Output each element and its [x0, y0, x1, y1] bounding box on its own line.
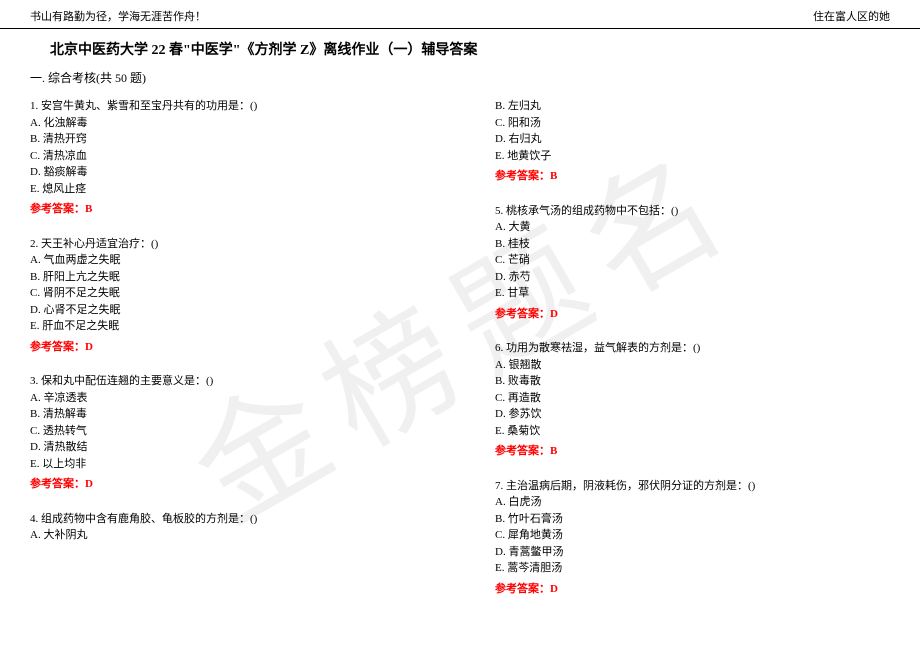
answer-text: 参考答案：D [30, 339, 425, 356]
question-text: 7. 主治温病后期，阴液耗伤，邪伏阴分证的方剂是：() [495, 478, 890, 495]
question-block: 4. 组成药物中含有鹿角胶、龟板胶的方剂是：()A. 大补阴丸 [30, 511, 425, 544]
option-text: E. 熄风止痉 [30, 181, 425, 198]
option-text: A. 银翘散 [495, 357, 890, 374]
question-block: 2. 天王补心丹适宜治疗：()A. 气血两虚之失眠B. 肝阳上亢之失眠C. 肾阴… [30, 236, 425, 356]
page-header: 书山有路勤为径，学海无涯苦作舟！ 住在富人区的她 [0, 0, 920, 29]
option-text: C. 芒硝 [495, 252, 890, 269]
option-text: A. 化浊解毒 [30, 115, 425, 132]
option-text: D. 参苏饮 [495, 406, 890, 423]
question-text: 2. 天王补心丹适宜治疗：() [30, 236, 425, 253]
option-text: D. 青蒿鳖甲汤 [495, 544, 890, 561]
question-block: 5. 桃核承气汤的组成药物中不包括：()A. 大黄B. 桂枝C. 芒硝D. 赤芍… [495, 203, 890, 323]
option-text: B. 肝阳上亢之失眠 [30, 269, 425, 286]
option-text: E. 地黄饮子 [495, 148, 890, 165]
answer-text: 参考答案：B [30, 201, 425, 218]
option-text: E. 甘草 [495, 285, 890, 302]
option-text: D. 豁痰解毒 [30, 164, 425, 181]
option-text: B. 败毒散 [495, 373, 890, 390]
question-block: 6. 功用为散寒祛湿，益气解表的方剂是：()A. 银翘散B. 败毒散C. 再造散… [495, 340, 890, 460]
option-text: D. 右归丸 [495, 131, 890, 148]
question-block: 7. 主治温病后期，阴液耗伤，邪伏阴分证的方剂是：()A. 白虎汤B. 竹叶石膏… [495, 478, 890, 598]
question-text: 5. 桃核承气汤的组成药物中不包括：() [495, 203, 890, 220]
question-text: 6. 功用为散寒祛湿，益气解表的方剂是：() [495, 340, 890, 357]
option-text: A. 辛凉透表 [30, 390, 425, 407]
columns-container: 1. 安宫牛黄丸、紫雪和至宝丹共有的功用是：()A. 化浊解毒B. 清热开窍C.… [30, 98, 890, 615]
answer-text: 参考答案：D [495, 306, 890, 323]
question-text: 4. 组成药物中含有鹿角胶、龟板胶的方剂是：() [30, 511, 425, 528]
question-text: 3. 保和丸中配伍连翘的主要意义是：() [30, 373, 425, 390]
question-block: 3. 保和丸中配伍连翘的主要意义是：()A. 辛凉透表B. 清热解毒C. 透热转… [30, 373, 425, 493]
answer-text: 参考答案：B [495, 168, 890, 185]
document-title: 北京中医药大学 22 春"中医学"《方剂学 Z》离线作业（一）辅导答案 [50, 39, 890, 59]
option-text: A. 气血两虚之失眠 [30, 252, 425, 269]
option-text: C. 肾阴不足之失眠 [30, 285, 425, 302]
question-text: 1. 安宫牛黄丸、紫雪和至宝丹共有的功用是：() [30, 98, 425, 115]
header-right: 住在富人区的她 [813, 8, 890, 24]
option-text: A. 大黄 [495, 219, 890, 236]
question-block: B. 左归丸C. 阳和汤D. 右归丸E. 地黄饮子参考答案：B [495, 98, 890, 185]
option-text: C. 犀角地黄汤 [495, 527, 890, 544]
option-text: B. 清热开窍 [30, 131, 425, 148]
header-left: 书山有路勤为径，学海无涯苦作舟！ [30, 8, 206, 24]
option-text: C. 清热凉血 [30, 148, 425, 165]
option-text: C. 再造散 [495, 390, 890, 407]
option-text: E. 蒿芩清胆汤 [495, 560, 890, 577]
question-block: 1. 安宫牛黄丸、紫雪和至宝丹共有的功用是：()A. 化浊解毒B. 清热开窍C.… [30, 98, 425, 218]
option-text: E. 桑菊饮 [495, 423, 890, 440]
section-header: 一. 综合考核(共 50 题) [30, 69, 890, 86]
answer-text: 参考答案：D [30, 476, 425, 493]
option-text: B. 桂枝 [495, 236, 890, 253]
option-text: A. 大补阴丸 [30, 527, 425, 544]
content-area: 北京中医药大学 22 春"中医学"《方剂学 Z》离线作业（一）辅导答案 一. 综… [0, 29, 920, 625]
option-text: D. 心肾不足之失眠 [30, 302, 425, 319]
option-text: D. 清热散结 [30, 439, 425, 456]
option-text: C. 透热转气 [30, 423, 425, 440]
right-column: B. 左归丸C. 阳和汤D. 右归丸E. 地黄饮子参考答案：B 5. 桃核承气汤的… [495, 98, 890, 615]
option-text: A. 白虎汤 [495, 494, 890, 511]
option-text: B. 清热解毒 [30, 406, 425, 423]
option-text: D. 赤芍 [495, 269, 890, 286]
answer-text: 参考答案：D [495, 581, 890, 598]
option-text: B. 左归丸 [495, 98, 890, 115]
option-text: E. 以上均非 [30, 456, 425, 473]
option-text: C. 阳和汤 [495, 115, 890, 132]
option-text: E. 肝血不足之失眠 [30, 318, 425, 335]
answer-text: 参考答案：B [495, 443, 890, 460]
left-column: 1. 安宫牛黄丸、紫雪和至宝丹共有的功用是：()A. 化浊解毒B. 清热开窍C.… [30, 98, 425, 615]
option-text: B. 竹叶石膏汤 [495, 511, 890, 528]
